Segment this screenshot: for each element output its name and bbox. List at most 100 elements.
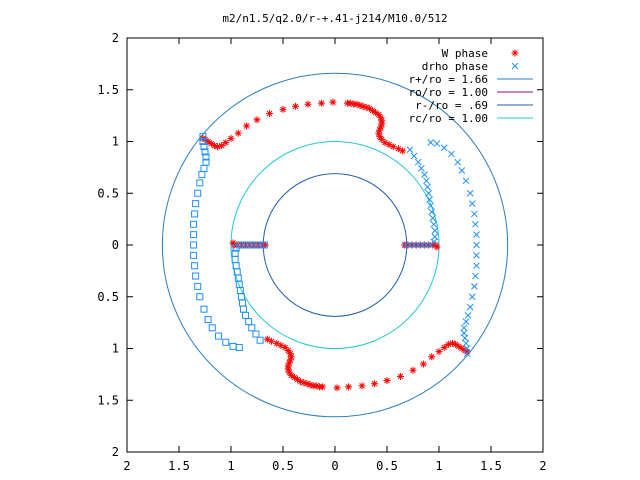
- w-phase-point: [263, 335, 271, 343]
- drho-phase-point: [427, 202, 435, 210]
- drho-phase-point: [190, 241, 198, 249]
- x-tick-label: 2: [539, 459, 546, 473]
- drho-phase-point: [473, 251, 480, 259]
- drho-phase-point: [468, 293, 476, 301]
- drho-phase-point: [423, 177, 430, 185]
- drho-phase-point: [252, 241, 260, 249]
- w-phase-point: [333, 384, 341, 392]
- drho-phase-point: [471, 210, 478, 218]
- w-phase-point: [329, 98, 337, 106]
- drho-phase-point: [410, 152, 418, 160]
- drho-phase-point: [200, 143, 208, 151]
- drho-phase-point: [462, 339, 470, 347]
- drho-phase-point: [229, 342, 237, 350]
- x-tick-label: 0.5: [376, 459, 398, 473]
- chart-title: m2/n1.5/q2.0/r-+.41-j214/M10.0/512: [222, 12, 447, 25]
- drho-phase-point: [454, 158, 462, 166]
- w-phase-point: [285, 359, 293, 367]
- drho-phase-point: [260, 241, 268, 249]
- w-phase-point: [213, 143, 221, 151]
- y-tick-label: 2: [112, 31, 119, 45]
- drho-phase-point: [248, 241, 256, 249]
- legend-marker-plus: [511, 49, 519, 57]
- drho-phase-point: [406, 146, 414, 154]
- drho-phase-point: [425, 189, 432, 197]
- x-tick-label: 1: [435, 459, 442, 473]
- drho-phase-point: [448, 150, 455, 158]
- legend-label: ro/ro = 1.00: [409, 86, 488, 99]
- drho-phase-point: [473, 241, 480, 249]
- drho-phase-point: [429, 214, 437, 222]
- w-phase-point: [279, 105, 287, 113]
- drho-phase-point: [222, 338, 230, 346]
- series-layer: [190, 98, 480, 392]
- circle-r-ro: [262, 173, 408, 317]
- drho-phase-point: [426, 196, 433, 203]
- drho-phase-point: [460, 329, 468, 337]
- w-phase-point: [347, 99, 355, 107]
- drho-phase-point: [466, 303, 474, 311]
- drho-phase-point: [462, 177, 470, 185]
- w-phase-point: [317, 99, 325, 107]
- w-phase-point: [234, 129, 242, 137]
- w-phase-point: [227, 134, 235, 142]
- y-tick-label: 0.5: [97, 186, 119, 200]
- w-phase-point: [291, 102, 299, 110]
- drho-phase-point: [200, 305, 208, 313]
- drho-phase-point: [431, 233, 439, 241]
- drho-phase-point: [231, 255, 239, 263]
- y-axis-ticks: 2 1.5 1 0.5 0 0.5 1 1.5 2: [97, 31, 543, 459]
- w-phase-point: [243, 122, 251, 130]
- drho-phase-point: [198, 171, 206, 179]
- w-phase-point: [353, 100, 361, 108]
- drho-phase-point: [215, 332, 223, 340]
- drho-phase-point: [472, 220, 479, 228]
- legend-label: W phase: [442, 47, 488, 60]
- drho-phase-point: [248, 324, 256, 332]
- drho-phase-point: [200, 164, 208, 172]
- w-phase-point: [286, 356, 294, 364]
- drho-phase-point: [199, 138, 207, 145]
- x-tick-label: 0: [331, 459, 338, 473]
- drho-phase-point: [244, 241, 252, 249]
- drho-phase-point: [190, 220, 198, 228]
- drho-phase-point: [431, 227, 439, 234]
- drho-phase-point: [196, 293, 204, 301]
- drho-phase-point: [199, 132, 207, 140]
- w-phase-point: [409, 366, 417, 374]
- y-tick-label: 1.5: [97, 393, 119, 407]
- drho-phase-point: [256, 241, 264, 249]
- drho-phase-point: [242, 311, 250, 319]
- w-phase-point: [253, 116, 261, 124]
- x-tick-label: 1.5: [168, 459, 190, 473]
- drho-phase-point: [239, 305, 247, 313]
- w-phase-point: [383, 377, 391, 385]
- drho-phase-point: [414, 158, 422, 166]
- w-phase-point: [304, 100, 312, 108]
- w-phase-point: [419, 360, 427, 368]
- w-phase-point: [435, 348, 443, 356]
- drho-phase-point: [460, 324, 468, 332]
- drho-phase-point: [235, 343, 243, 351]
- y-tick-label: 0: [112, 238, 119, 252]
- legend-label: r+/ro = 1.66: [409, 73, 488, 86]
- x-tick-label: 2: [123, 459, 130, 473]
- w-phase-point: [359, 102, 367, 110]
- drho-phase-point: [417, 165, 425, 172]
- w-phase-point: [389, 143, 397, 151]
- w-phase-point: [303, 380, 311, 388]
- y-tick-label: 1: [112, 342, 119, 356]
- drho-phase-point: [458, 167, 466, 174]
- drho-phase-point: [194, 282, 202, 290]
- drho-phase-point: [190, 251, 198, 259]
- w-phase-point: [440, 343, 448, 351]
- legend-label: drho phase: [422, 60, 488, 73]
- w-phase-point: [258, 241, 266, 249]
- drho-phase-point: [256, 336, 264, 344]
- w-phase-point: [265, 110, 273, 118]
- w-phase-point: [428, 353, 436, 361]
- drho-phase-point: [245, 318, 253, 326]
- y-tick-label: 2: [112, 445, 119, 459]
- drho-phase-point: [466, 189, 474, 197]
- drho-phase-point: [201, 148, 209, 156]
